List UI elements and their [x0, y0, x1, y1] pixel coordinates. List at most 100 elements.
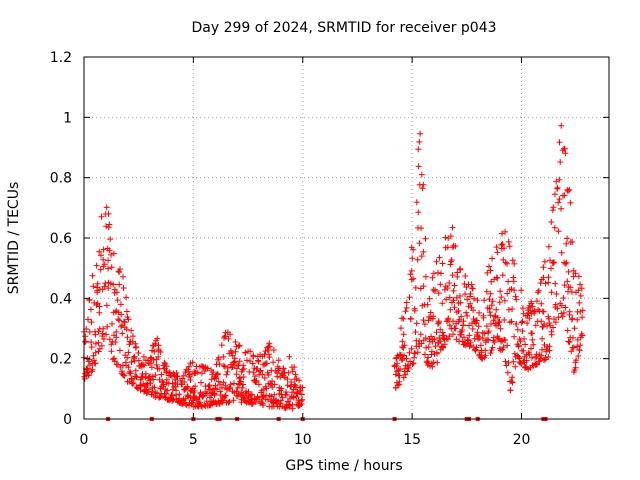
- data-point: [151, 384, 158, 391]
- data-point: [577, 342, 584, 349]
- data-point: [473, 344, 480, 351]
- data-point: [509, 306, 516, 312]
- data-point: [545, 354, 552, 360]
- data-point: [285, 369, 292, 376]
- data-point: [401, 342, 408, 349]
- data-point: [225, 335, 232, 342]
- data-point: [220, 353, 227, 360]
- x-tick-label: 0: [80, 432, 89, 448]
- data-point: [166, 369, 173, 376]
- data-point: [519, 318, 526, 325]
- data-point: [502, 337, 509, 343]
- y-tick-label: 0: [63, 412, 72, 428]
- data-point: [98, 252, 104, 259]
- data-point: [150, 357, 157, 363]
- data-point: [416, 240, 423, 247]
- data-point: [464, 312, 471, 319]
- data-point: [540, 308, 547, 315]
- data-point: [261, 375, 268, 381]
- data-point: [485, 328, 492, 335]
- data-point: [110, 250, 117, 257]
- grid-lines: [84, 57, 609, 419]
- data-point: [204, 365, 211, 372]
- data-point: [570, 273, 577, 280]
- data-point: [550, 260, 557, 266]
- data-point: [160, 383, 167, 390]
- data-point: [101, 283, 108, 290]
- data-point: [289, 368, 296, 375]
- data-point: [247, 392, 254, 399]
- data-point: [504, 260, 510, 267]
- data-point: [90, 283, 97, 290]
- data-point: [555, 314, 562, 321]
- data-point: [556, 139, 563, 146]
- data-point: [473, 317, 480, 324]
- data-point: [101, 261, 108, 268]
- data-point: [550, 324, 556, 331]
- data-point: [176, 391, 183, 398]
- data-point: [98, 213, 105, 220]
- data-point: [481, 297, 488, 304]
- data-point: [172, 376, 179, 383]
- data-point: [499, 346, 506, 353]
- data-point: [498, 338, 504, 345]
- data-point: [271, 381, 278, 388]
- data-point: [115, 316, 122, 323]
- data-point: [107, 236, 114, 243]
- data-point: [250, 369, 257, 376]
- data-point: [447, 306, 454, 313]
- data-point: [481, 330, 488, 337]
- data-point: [254, 365, 261, 372]
- data-point: [415, 163, 422, 170]
- data-point: [240, 381, 247, 388]
- data-point: [279, 394, 286, 401]
- data-point: [577, 281, 584, 288]
- data-point: [133, 344, 140, 350]
- data-point: [433, 329, 440, 336]
- data-point: [515, 342, 522, 349]
- data-point: [158, 371, 165, 378]
- data-point: [494, 275, 501, 281]
- data-point: [103, 223, 110, 230]
- data-point: [524, 320, 531, 327]
- data-point: [512, 293, 519, 300]
- data-point: [511, 287, 518, 294]
- data-point: [453, 294, 460, 301]
- data-point: [214, 386, 220, 393]
- data-point: [561, 192, 568, 199]
- y-tick-label: 0.8: [50, 171, 72, 187]
- data-point: [528, 298, 535, 305]
- data-point: [502, 228, 509, 235]
- data-point: [218, 384, 225, 391]
- data-point: [147, 360, 154, 367]
- data-point: [563, 259, 570, 266]
- data-point: [496, 318, 503, 325]
- data-point: [435, 269, 441, 276]
- data-point: [504, 369, 511, 376]
- data-point: [263, 392, 270, 399]
- data-point: [496, 299, 503, 306]
- x-tick-label: 20: [513, 432, 531, 448]
- data-point: [569, 315, 576, 322]
- data-point: [129, 333, 136, 340]
- data-point: [418, 340, 425, 347]
- data-point: [96, 248, 103, 255]
- data-point: [499, 241, 506, 247]
- data-point: [275, 357, 282, 364]
- data-point: [553, 291, 560, 297]
- data-point: [173, 370, 180, 376]
- data-point: [509, 374, 516, 381]
- data-point: [572, 270, 579, 277]
- data-point: [553, 178, 560, 185]
- data-point: [124, 334, 131, 341]
- data-point: [292, 371, 299, 378]
- data-point: [123, 294, 130, 301]
- data-point: [518, 319, 525, 326]
- data-point: [467, 290, 474, 297]
- data-point: [85, 316, 91, 323]
- data-point: [476, 309, 483, 316]
- data-point: [485, 337, 492, 344]
- data-point: [466, 343, 473, 350]
- data-point: [94, 287, 101, 294]
- data-point: [124, 354, 131, 361]
